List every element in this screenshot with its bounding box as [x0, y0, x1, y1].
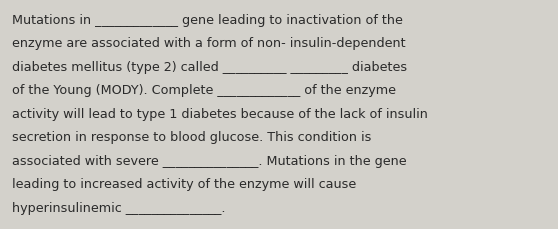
- Text: activity will lead to type 1 diabetes because of the lack of insulin: activity will lead to type 1 diabetes be…: [12, 108, 428, 120]
- Text: hyperinsulinemic _______________.: hyperinsulinemic _______________.: [12, 201, 225, 214]
- Text: leading to increased activity of the enzyme will cause: leading to increased activity of the enz…: [12, 178, 356, 191]
- Text: associated with severe _______________. Mutations in the gene: associated with severe _______________. …: [12, 154, 407, 167]
- Text: secretion in response to blood glucose. This condition is: secretion in response to blood glucose. …: [12, 131, 372, 144]
- Text: of the Young (MODY). Complete _____________ of the enzyme: of the Young (MODY). Complete __________…: [12, 84, 396, 97]
- Text: Mutations in _____________ gene leading to inactivation of the: Mutations in _____________ gene leading …: [12, 14, 403, 27]
- Text: enzyme are associated with a form of non- insulin-dependent: enzyme are associated with a form of non…: [12, 37, 406, 50]
- Text: diabetes mellitus (type 2) called __________ _________ diabetes: diabetes mellitus (type 2) called ______…: [12, 61, 407, 74]
